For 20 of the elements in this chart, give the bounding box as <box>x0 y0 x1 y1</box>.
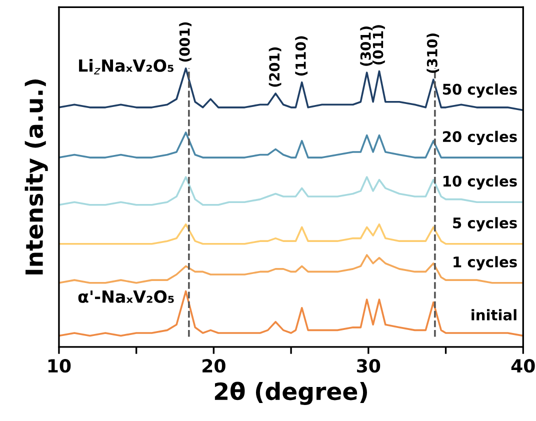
x-tick-label: 20 <box>202 359 226 373</box>
y-axis-title: Intensity (a.u.) <box>24 80 48 274</box>
x-axis-title: 2θ (degree) <box>214 382 367 405</box>
series-label: 20 cycles <box>442 130 517 146</box>
annotation: (310) <box>426 34 440 73</box>
series-label: 1 cycles <box>454 256 517 270</box>
x-tick-label: 10 <box>48 359 71 373</box>
annotation: (011) <box>372 25 385 64</box>
annotation: (001) <box>179 22 192 62</box>
x-tick-label: 40 <box>511 359 535 373</box>
series-label: initial <box>472 309 516 320</box>
x-tick-label: 30 <box>357 359 380 373</box>
annotation: Li$_{z}$NaₓV₂O₅ <box>79 58 174 74</box>
annotation: (301) <box>360 26 373 66</box>
annotation: (201) <box>268 47 282 87</box>
annotation: (110) <box>295 36 308 76</box>
series-label: 50 cycles <box>442 83 517 98</box>
series-label: 10 cycles <box>443 175 517 190</box>
series-label: 5 cycles <box>453 217 517 232</box>
annotation: α'-NaₓV₂O₅ <box>78 290 174 303</box>
